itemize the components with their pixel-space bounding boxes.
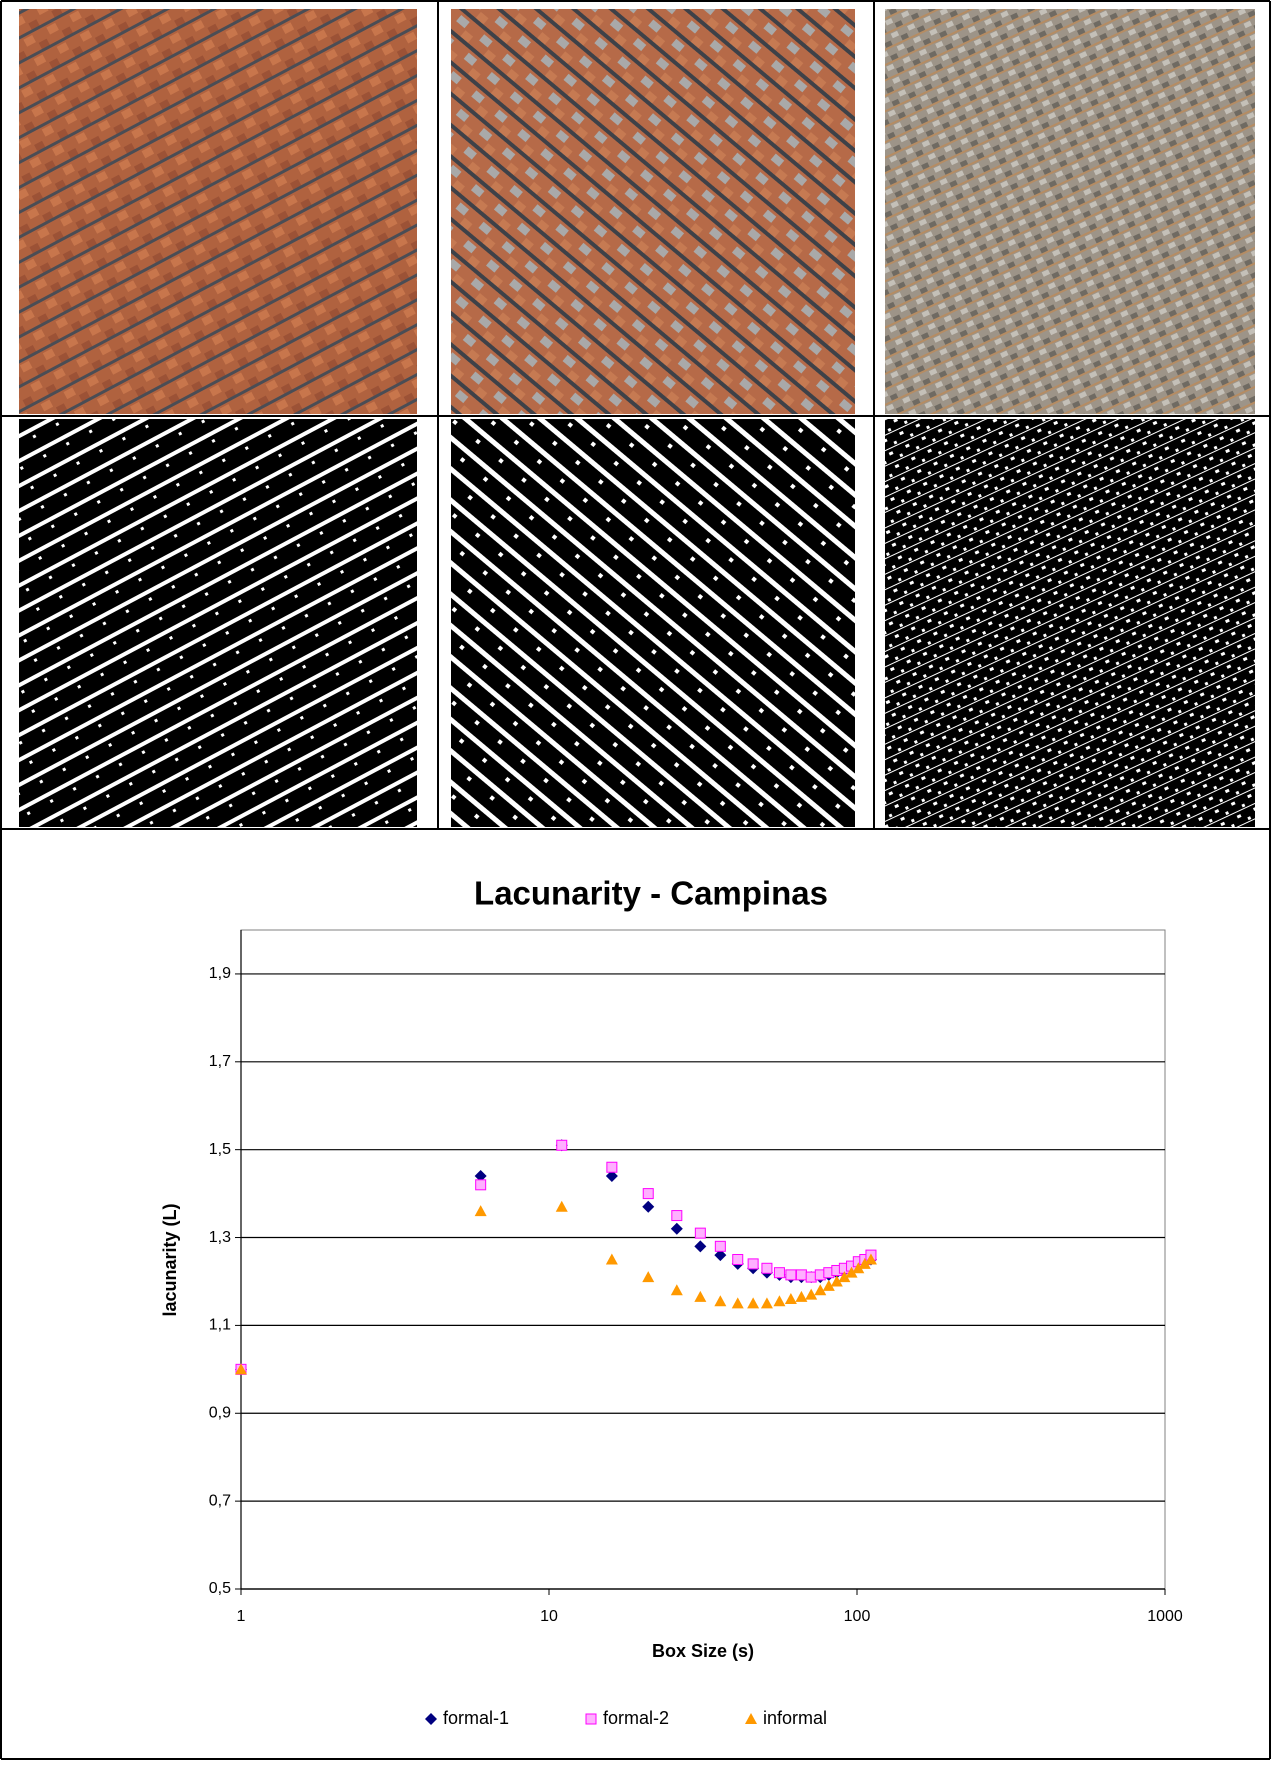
binary-image <box>885 419 1255 827</box>
y-axis-label: lacunarity (L) <box>160 1203 180 1316</box>
y-tick-label: 0,7 <box>209 1492 231 1509</box>
y-tick-label: 1,3 <box>209 1229 231 1246</box>
plot-area <box>241 930 1165 1589</box>
data-point <box>476 1180 486 1190</box>
data-point <box>643 1189 653 1199</box>
x-tick-label: 1000 <box>1147 1608 1183 1625</box>
x-tick-label: 10 <box>540 1608 558 1625</box>
legend-label: informal <box>763 1708 827 1728</box>
legend-label: formal-1 <box>443 1708 509 1728</box>
y-tick-label: 0,9 <box>209 1404 231 1421</box>
binary-image <box>451 419 855 827</box>
aerial-image <box>885 9 1255 414</box>
x-axis-label: Box Size (s) <box>652 1641 754 1661</box>
chart-title: Lacunarity - Campinas <box>474 875 828 912</box>
y-tick-label: 0,5 <box>209 1580 231 1597</box>
y-tick-label: 1,5 <box>209 1141 231 1158</box>
figure: Lacunarity - Campinas lacunarity (L) Box… <box>0 0 1271 1760</box>
x-tick-label: 100 <box>844 1608 871 1625</box>
data-point <box>672 1211 682 1221</box>
legend-marker <box>425 1713 437 1725</box>
data-point <box>786 1270 796 1280</box>
y-tick-label: 1,9 <box>209 965 231 982</box>
data-point <box>715 1241 725 1251</box>
legend-marker <box>586 1714 596 1724</box>
legend-label: formal-2 <box>603 1708 669 1728</box>
y-tick-label: 1,7 <box>209 1053 231 1070</box>
data-point <box>557 1140 567 1150</box>
chart: Lacunarity - Campinas lacunarity (L) Box… <box>160 875 1183 1728</box>
data-point <box>607 1162 617 1172</box>
aerial-image <box>19 9 417 414</box>
data-point <box>796 1270 806 1280</box>
data-point <box>774 1268 784 1278</box>
data-point <box>695 1228 705 1238</box>
x-tick-label: 1 <box>237 1608 246 1625</box>
data-point <box>806 1272 816 1282</box>
y-tick-label: 1,1 <box>209 1317 231 1334</box>
binary-image <box>19 419 417 827</box>
data-point <box>762 1263 772 1273</box>
aerial-image <box>451 9 855 414</box>
data-point <box>748 1259 758 1269</box>
legend-marker <box>745 1713 757 1724</box>
data-point <box>733 1255 743 1265</box>
